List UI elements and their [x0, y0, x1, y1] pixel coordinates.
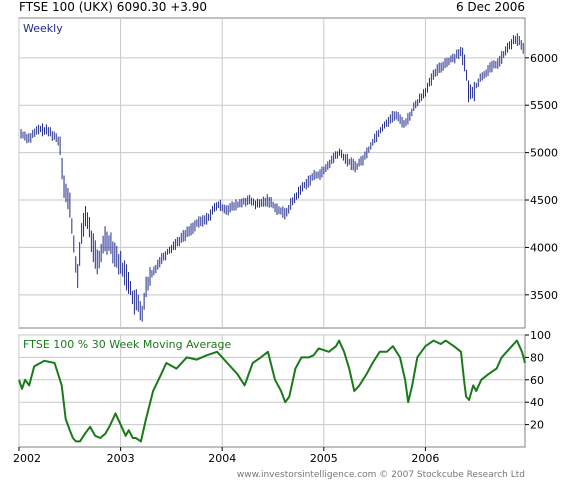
x-axis: 2002 2003 2004 2005 2006	[13, 447, 439, 465]
price-bars	[20, 33, 524, 322]
price-y-tick-label: 6000	[530, 52, 558, 65]
moving-average-path	[18, 339, 526, 443]
indicator-y-tick-label: 40	[530, 396, 544, 409]
indicator-panel-frame	[18, 334, 526, 448]
indicator-y-tick-label: 20	[530, 419, 544, 432]
copyright-footer: www.investorsintelligence.com © 2007 Sto…	[236, 470, 525, 480]
indicator-y-tick-label: 80	[530, 351, 544, 364]
indicator-panel-grid	[18, 334, 525, 447]
price-y-tick-label: 5500	[530, 99, 558, 112]
price-y-tick-label: 4500	[530, 194, 558, 207]
moving-average-line	[18, 339, 526, 443]
chart-date: 6 Dec 2006	[455, 0, 525, 14]
indicator-panel-label: FTSE 100 % 30 Week Moving Average	[23, 338, 231, 351]
price-panel-label: Weekly	[23, 22, 63, 35]
x-tick-label: 2006	[411, 452, 439, 465]
x-tick-label: 2002	[13, 452, 41, 465]
price-y-tick-label: 3500	[530, 289, 558, 302]
price-y-axis: 3500 4000 4500 5000 5500 6000	[525, 52, 558, 302]
x-tick-label: 2004	[208, 452, 236, 465]
indicator-y-axis: 20 40 60 80 100	[525, 329, 551, 432]
chart-title: FTSE 100 (UKX) 6090.30 +3.90	[19, 0, 208, 14]
price-y-tick-label: 5000	[530, 147, 558, 160]
x-tick-label: 2005	[310, 452, 338, 465]
price-panel-grid	[18, 18, 525, 328]
indicator-y-tick-label: 60	[530, 374, 544, 387]
x-tick-label: 2003	[107, 452, 135, 465]
indicator-y-tick-label: 100	[530, 329, 551, 342]
price-y-tick-label: 4000	[530, 241, 558, 254]
